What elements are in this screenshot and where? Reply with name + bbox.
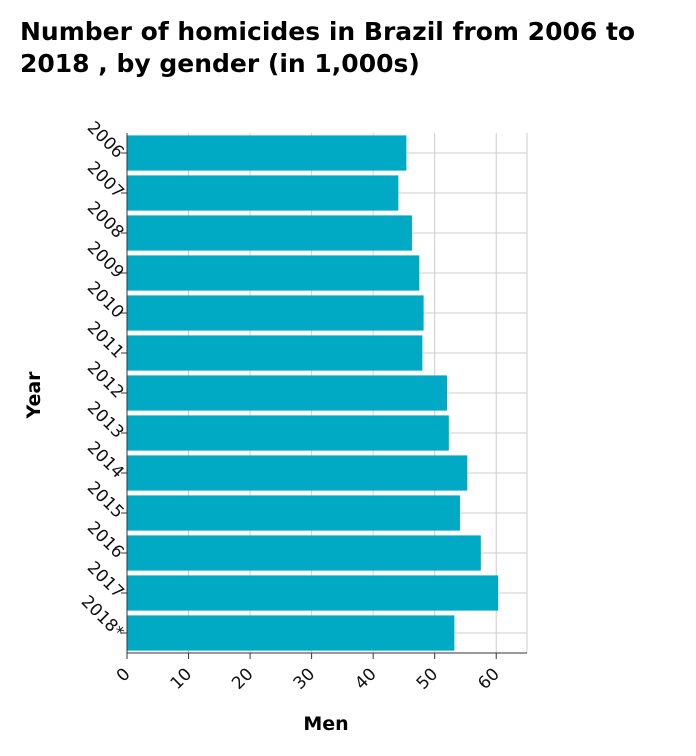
x-tick-label: 60	[474, 664, 503, 693]
x-tick-label: 40	[351, 664, 380, 693]
bar	[127, 375, 447, 410]
bar	[127, 415, 449, 450]
y-tick-label: 2012	[83, 358, 128, 403]
y-tick-label: 2011	[83, 318, 128, 363]
bar	[127, 295, 424, 330]
bar	[127, 215, 412, 250]
bar	[127, 535, 481, 570]
y-tick-label: 2018*	[77, 592, 128, 643]
y-axis-label: Year	[23, 371, 45, 420]
bars	[127, 135, 498, 650]
y-tick-label: 2010	[83, 278, 128, 323]
x-tick-label: 30	[290, 664, 319, 693]
x-axis-label: Men	[303, 713, 348, 735]
y-tick-label: 2008	[83, 198, 128, 243]
bar	[127, 335, 422, 370]
bar	[127, 455, 467, 490]
y-tick-label: 2007	[83, 158, 128, 203]
x-tick-label: 20	[228, 664, 257, 693]
x-tick-label: 0	[113, 664, 135, 686]
bar	[127, 615, 454, 650]
x-tick-label: 10	[167, 664, 196, 693]
y-tick-label: 2013	[83, 398, 128, 443]
y-tick-label: 2016	[83, 518, 128, 563]
bar	[127, 495, 460, 530]
y-tick-label: 2009	[83, 238, 128, 283]
bar	[127, 175, 398, 210]
x-tick-label: 50	[413, 664, 442, 693]
y-tick-label: 2015	[83, 478, 128, 523]
y-tick-label: 2014	[83, 438, 128, 483]
bar	[127, 575, 498, 610]
bar	[127, 135, 406, 170]
y-tick-label: 2006	[83, 118, 128, 163]
bar	[127, 255, 419, 290]
